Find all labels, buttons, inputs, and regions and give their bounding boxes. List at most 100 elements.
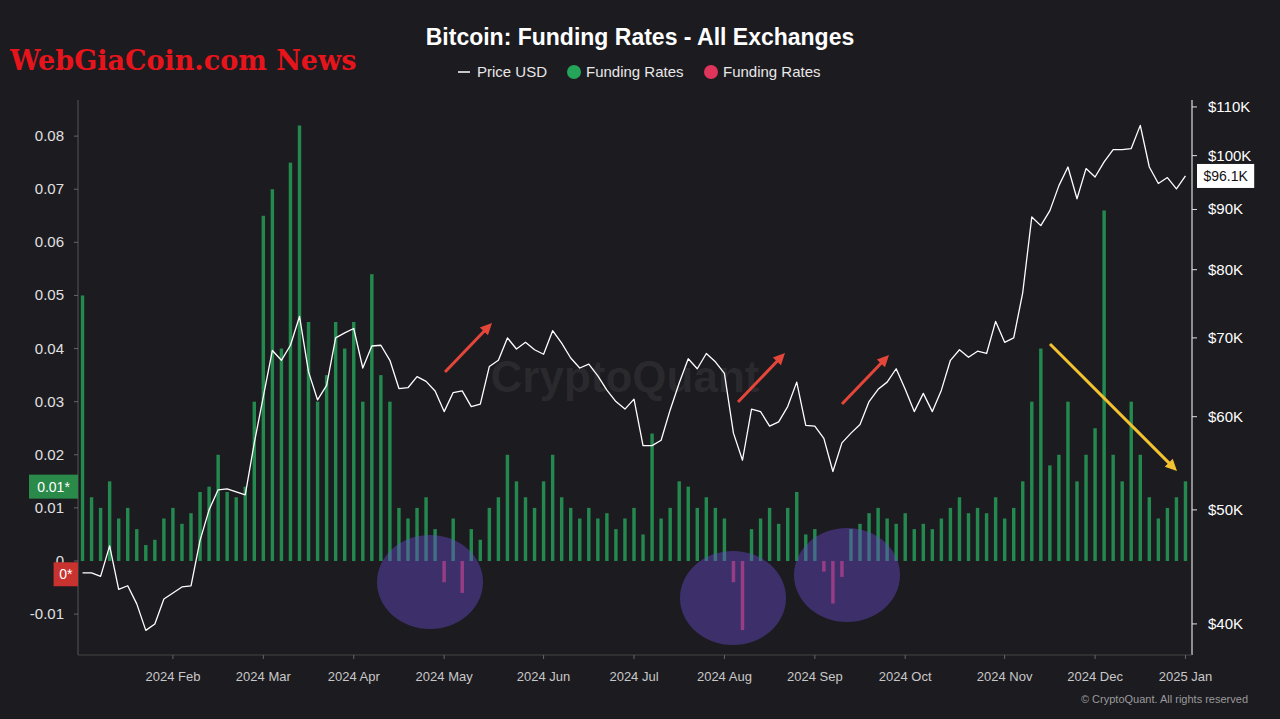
x-tick-label: 2024 Sep [787,669,843,684]
funding-bar [759,519,762,561]
funding-bar [542,481,545,561]
y2-tick-label: $110K [1208,98,1250,115]
funding-bar [271,189,274,561]
value-badge: $96.1K [1197,164,1254,188]
funding-bar [81,295,84,561]
y-tick [74,560,78,561]
funding-bar [904,513,907,561]
funding-bar [967,513,970,561]
funding-bar [1157,519,1160,561]
x-tick-label: 2024 Apr [328,669,381,684]
funding-bar [1111,455,1114,561]
legend-swatch [704,65,718,79]
funding-bar [117,519,120,561]
funding-bar [90,497,93,561]
funding-bar [569,508,572,561]
y-tick-label: 0.06 [35,233,64,250]
funding-bar [1057,455,1060,561]
funding-bar [289,163,292,561]
funding-bar [668,508,671,561]
y-tick [74,189,78,190]
funding-bar [1166,508,1169,561]
plot-marks [81,125,1187,630]
x-tick [353,655,354,659]
highlight-circle [680,551,786,645]
y2-tick [1192,337,1197,338]
y-tick [74,401,78,402]
funding-bar [976,508,979,561]
funding-bar [696,508,699,561]
funding-bar [596,519,599,561]
funding-bar [659,519,662,561]
y2-axis [1191,100,1192,655]
x-tick-label: 2024 Jun [517,669,571,684]
y-tick-label: 0.08 [35,127,64,144]
funding-bar [994,497,997,561]
y2-tick [1192,209,1197,210]
x-tick-label: 2024 Dec [1067,669,1123,684]
y-tick [74,507,78,508]
y2-tick [1192,416,1197,417]
funding-bar [1021,481,1024,561]
y2-tick [1192,509,1197,510]
legend-label: Price USD [477,63,547,80]
x-tick [263,655,264,659]
x-tick [724,655,725,659]
y-tick-label: 0.01 [35,499,64,516]
funding-bar [623,519,626,561]
funding-bar [705,497,708,561]
funding-bar [1075,481,1078,561]
funding-bar [605,513,608,561]
funding-bar [1066,402,1069,561]
funding-bar [162,519,165,561]
funding-bar [1048,465,1051,561]
funding-bar [985,513,988,561]
y2-tick-label: $80K [1208,261,1243,278]
x-tick-label: 2024 Jul [609,669,658,684]
arrow [842,355,889,404]
funding-bar [1012,508,1015,561]
funding-bar [1102,210,1105,561]
y-tick [74,242,78,243]
y2-tick [1192,623,1197,624]
funding-bar [171,508,174,561]
funding-bar [135,529,138,561]
legend-swatch [567,65,581,79]
highlight-circle [377,535,483,629]
badge-box [29,475,78,499]
legend-label: Funding Rates [586,63,684,80]
x-tick [444,655,445,659]
funding-bar [1175,497,1178,561]
badge-label: 0* [59,566,73,582]
funding-bar [641,534,644,561]
funding-bar [958,497,961,561]
x-tick [1004,655,1005,659]
x-tick-label: 2024 May [416,669,474,684]
funding-bar [234,497,237,561]
badge-label: $96.1K [1203,168,1248,184]
y2-tick-label: $60K [1208,408,1243,425]
funding-bar [388,402,391,561]
title: Bitcoin: Funding Rates - All Exchanges [426,24,855,50]
funding-bar [361,402,364,561]
arrow [445,323,492,372]
funding-bar [687,487,690,561]
y-tick [74,614,78,615]
funding-bar [560,497,563,561]
funding-bar [786,508,789,561]
funding-bar [307,322,310,561]
arrow [738,353,785,402]
funding-bar [515,481,518,561]
funding-bar [524,497,527,561]
funding-bar [1120,481,1123,561]
legend-swatch [458,71,470,73]
y-tick [74,454,78,455]
funding-bar [325,375,328,561]
funding-bar [795,492,798,561]
funding-bar [343,349,346,561]
y-tick [74,295,78,296]
funding-bar [1084,455,1087,561]
x-tick-label: 2024 Feb [145,669,200,684]
x-tick [1185,655,1186,659]
funding-bar [714,508,717,561]
